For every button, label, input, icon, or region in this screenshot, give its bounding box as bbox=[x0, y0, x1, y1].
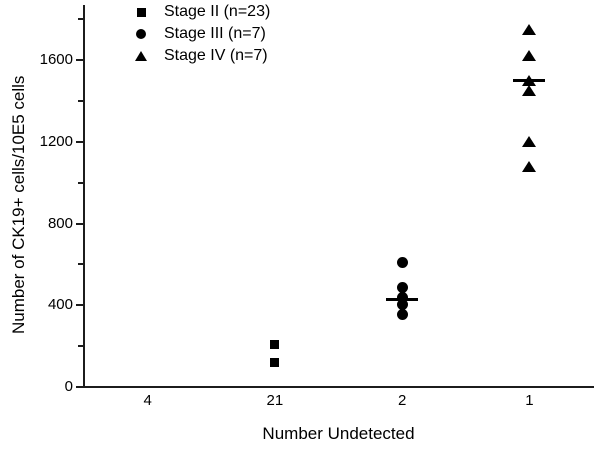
marker-square bbox=[270, 339, 280, 349]
marker-circle bbox=[396, 291, 408, 303]
legend-label: Stage II (n=23) bbox=[164, 3, 271, 20]
x-tick-label: 4 bbox=[143, 392, 152, 409]
y-tick-label: 1600 bbox=[39, 51, 73, 68]
y-tick-minor bbox=[78, 181, 84, 184]
marker-triangle bbox=[522, 74, 537, 86]
y-tick-label: 400 bbox=[47, 296, 73, 314]
legend-marker-box bbox=[129, 29, 153, 39]
y-tick-minor bbox=[78, 345, 84, 348]
y-tick-minor bbox=[78, 18, 84, 21]
square-icon bbox=[136, 7, 146, 17]
marker-circle bbox=[396, 282, 408, 294]
marker-triangle bbox=[522, 136, 537, 148]
triangle-icon bbox=[135, 51, 147, 61]
legend-item: Stage II (n=23) bbox=[129, 1, 270, 23]
legend-label: Stage IV (n=7) bbox=[164, 47, 268, 64]
marker-triangle bbox=[522, 50, 537, 62]
y-axis-title: Number of CK19+ cells/10E5 cells bbox=[9, 75, 28, 334]
legend-item: Stage IV (n=7) bbox=[129, 45, 270, 67]
y-tick-minor bbox=[78, 263, 84, 266]
marker-triangle bbox=[522, 85, 537, 97]
legend-item: Stage III (n=7) bbox=[129, 23, 270, 45]
y-tick-major bbox=[76, 304, 84, 307]
x-tick-label: 21 bbox=[266, 392, 284, 409]
y-axis-line bbox=[83, 5, 85, 388]
x-tick-label: 1 bbox=[525, 392, 534, 409]
legend: Stage II (n=23) Stage III (n=7) Stage IV (… bbox=[129, 1, 270, 67]
x-tick-label: 2 bbox=[397, 392, 407, 409]
y-tick-major bbox=[76, 59, 84, 61]
circle-icon bbox=[136, 29, 146, 39]
marker-circle bbox=[396, 256, 408, 268]
y-tick-major bbox=[76, 222, 84, 225]
y-tick-minor bbox=[78, 99, 84, 102]
x-axis-title: Number Undetected bbox=[262, 424, 415, 443]
y-tick-major bbox=[76, 140, 84, 143]
marker-circle bbox=[396, 298, 408, 310]
y-tick-label: 1200 bbox=[39, 132, 73, 150]
x-axis-line bbox=[83, 386, 594, 388]
marker-triangle bbox=[522, 23, 537, 35]
y-tick-label: 0 bbox=[64, 378, 73, 395]
legend-label: Stage III (n=7) bbox=[164, 25, 266, 42]
marker-triangle bbox=[522, 160, 537, 172]
y-tick-label: 800 bbox=[47, 214, 73, 232]
legend-marker-box bbox=[129, 51, 153, 61]
marker-square bbox=[270, 357, 280, 367]
marker-circle bbox=[396, 308, 408, 320]
legend-marker-box bbox=[129, 7, 153, 17]
y-tick-major bbox=[76, 386, 84, 388]
